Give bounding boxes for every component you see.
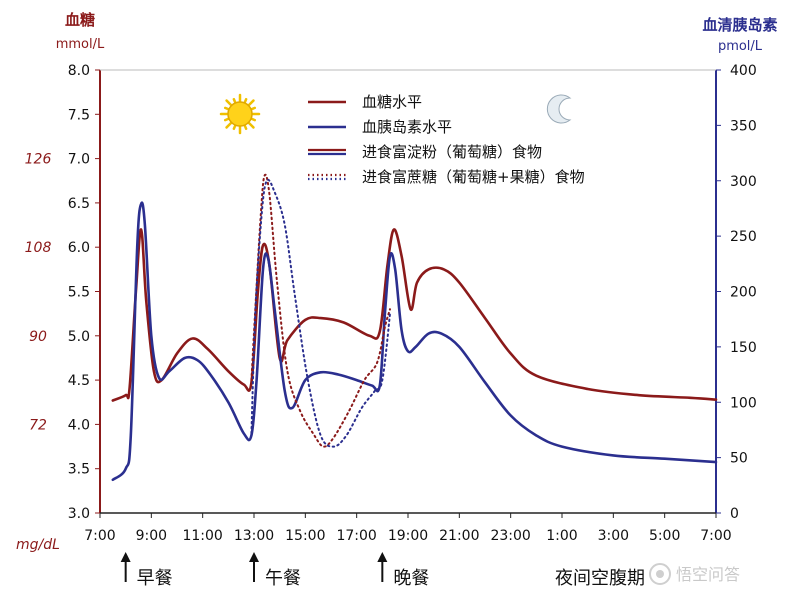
left-tick-label: 6.5 — [68, 196, 90, 212]
legend-item: 血胰岛素水平 — [308, 118, 452, 136]
x-tick-label: 3:00 — [598, 528, 629, 544]
meal-label: 晚餐 — [393, 568, 429, 589]
arrow-head — [249, 552, 259, 562]
night-fasting-label: 夜间空腹期 — [555, 568, 645, 589]
right-tick-label: 0 — [730, 506, 739, 522]
legend-label: 血糖水平 — [362, 93, 422, 111]
x-tick-label: 1:00 — [546, 528, 577, 544]
sun-icon — [219, 93, 261, 135]
secondary-tick-label: 72 — [29, 417, 47, 433]
x-tick-label: 15:00 — [285, 528, 325, 544]
x-tick-label: 17:00 — [336, 528, 376, 544]
x-tick-label: 9:00 — [136, 528, 167, 544]
meal-markers: 早餐 午餐 晚餐 — [120, 552, 429, 589]
x-tick-label: 5:00 — [649, 528, 680, 544]
right-axis-title: 血清胰岛素 — [702, 16, 777, 34]
right-tick-label: 300 — [730, 174, 757, 190]
left-tick-label: 4.0 — [68, 417, 90, 433]
left-tick-label: 5.5 — [68, 285, 90, 301]
legend-label: 进食富蔗糖（葡萄糖+果糖）食物 — [362, 168, 585, 186]
left-tick-label: 7.5 — [68, 107, 90, 123]
meal-label: 早餐 — [137, 568, 173, 589]
right-tick-label: 250 — [730, 229, 757, 245]
arrow-head — [377, 552, 388, 562]
left-tick-label: 7.0 — [68, 152, 90, 168]
series-line-right-1 — [111, 201, 718, 482]
right-tick-label: 200 — [730, 285, 757, 301]
svg-text:悟空问答: 悟空问答 — [676, 565, 740, 584]
right-tick-label: 350 — [730, 118, 757, 134]
moon-icon — [546, 94, 572, 124]
series-layer — [111, 173, 718, 482]
legend-label: 进食富淀粉（葡萄糖）食物 — [362, 143, 542, 161]
secondary-tick-label: 126 — [25, 152, 52, 168]
right-axis-unit: pmol/L — [718, 39, 763, 54]
left-tick-label: 4.5 — [68, 373, 90, 389]
watermark: 悟空问答 — [649, 563, 740, 585]
secondary-y-axis: 72 90 108 126 — [25, 152, 52, 434]
x-tick-label: 11:00 — [182, 528, 222, 544]
left-y-axis: 3.0 3.5 4.0 4.5 5.0 5.5 6.0 6.5 7.0 7.5 8.0 — [68, 63, 100, 522]
left-tick-label: 5.0 — [68, 329, 90, 345]
left-tick-label: 8.0 — [68, 63, 90, 79]
x-axis: 7:00 9:00 11:00 13:00 15:00 17:00 19:00 21:00 23… — [84, 513, 732, 544]
legend-label: 血胰岛素水平 — [362, 118, 452, 136]
left-axis-unit: mmol/L — [56, 37, 105, 52]
left-axis-title: 血糖 — [65, 11, 95, 29]
meal-marker: 晚餐 — [377, 552, 429, 589]
legend-item: 进食富淀粉（葡萄糖）食物 — [308, 143, 542, 161]
dotted-series-line-right-3 — [250, 178, 391, 448]
right-tick-label: 100 — [730, 395, 757, 411]
arrow-head — [120, 552, 131, 562]
axis-titles: 血糖 mmol/L 血清胰岛素 pmol/L mg/dL — [16, 11, 777, 553]
meal-label: 午餐 — [265, 568, 301, 589]
x-tick-label: 7:00 — [700, 528, 731, 544]
x-tick-label: 19:00 — [388, 528, 428, 544]
x-tick-label: 21:00 — [439, 528, 479, 544]
secondary-axis-unit: mg/dL — [16, 537, 60, 553]
right-y-axis: 0 50 100 150 200 250 300 350 400 — [716, 63, 757, 522]
legend-item: 进食富蔗糖（葡萄糖+果糖）食物 — [308, 168, 585, 186]
dotted-series-line-left-2 — [250, 173, 391, 448]
left-tick-label: 3.5 — [68, 462, 90, 478]
secondary-tick-label: 90 — [29, 329, 47, 345]
right-tick-label: 400 — [730, 63, 757, 79]
left-tick-label: 6.0 — [68, 240, 90, 256]
legend-item: 血糖水平 — [308, 93, 422, 111]
x-tick-label: 13:00 — [234, 528, 274, 544]
series-line-left-0 — [111, 228, 718, 402]
right-tick-label: 150 — [730, 340, 757, 356]
meal-marker: 早餐 — [120, 552, 173, 589]
secondary-tick-label: 108 — [25, 240, 52, 256]
x-tick-label: 7:00 — [84, 528, 115, 544]
meal-marker: 午餐 — [249, 552, 301, 589]
x-tick-label: 23:00 — [490, 528, 530, 544]
left-tick-label: 3.0 — [68, 506, 90, 522]
right-tick-label: 50 — [730, 451, 748, 467]
